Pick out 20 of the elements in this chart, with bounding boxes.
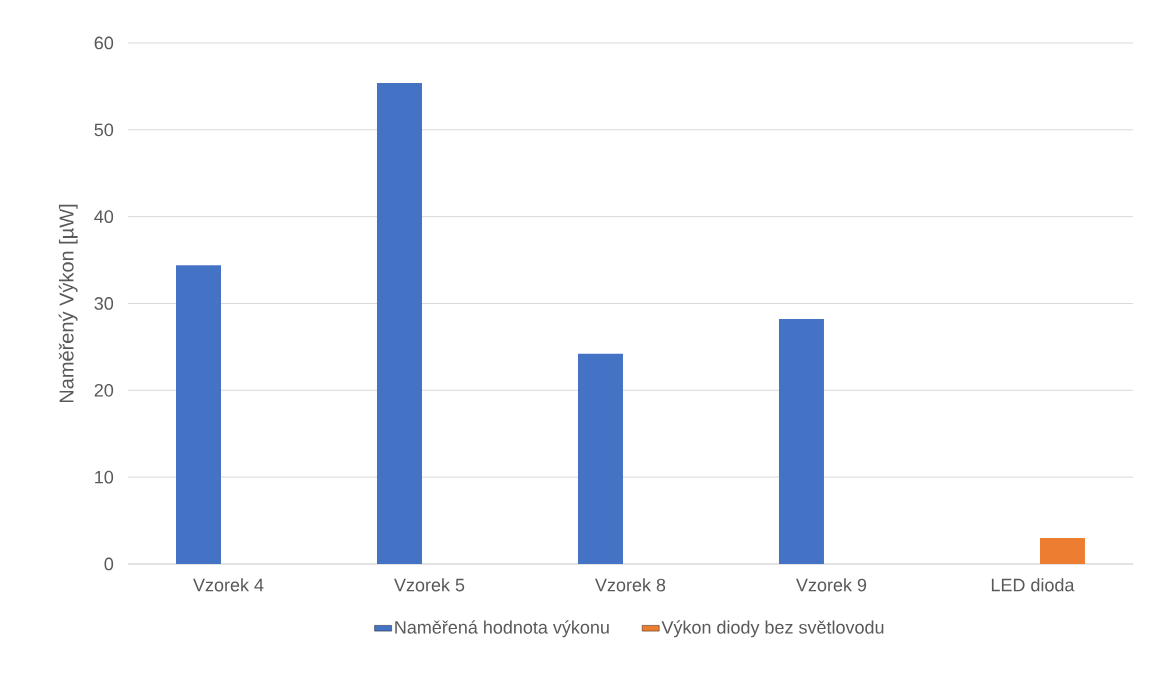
legend-label: Naměřená hodnota výkonu [395, 620, 609, 638]
x-tick-label: Vzorek 4 [193, 578, 264, 592]
y-tick-label: 20 [94, 383, 114, 397]
bar [176, 265, 221, 564]
y-tick-label: 0 [104, 557, 114, 571]
legend-label: Výkon diody bez světlovodu [661, 620, 884, 638]
y-tick-label: 60 [94, 36, 114, 50]
x-tick-label: Vzorek 8 [595, 578, 666, 592]
x-tick-label: LED dioda [991, 578, 1075, 592]
y-tick-label: 30 [94, 297, 114, 310]
bar [376, 82, 422, 564]
bar [1039, 537, 1085, 564]
x-tick-label: Vzorek 9 [796, 578, 867, 592]
y-axis-title: Naměřený Výkon [µW] [58, 204, 78, 403]
y-tick-label: 50 [94, 123, 114, 137]
bar [778, 319, 824, 564]
x-tick-label: Vzorek 5 [394, 578, 465, 592]
y-tick-label: 10 [95, 470, 114, 484]
y-tick-label: 40 [94, 210, 114, 224]
bar [577, 353, 623, 564]
